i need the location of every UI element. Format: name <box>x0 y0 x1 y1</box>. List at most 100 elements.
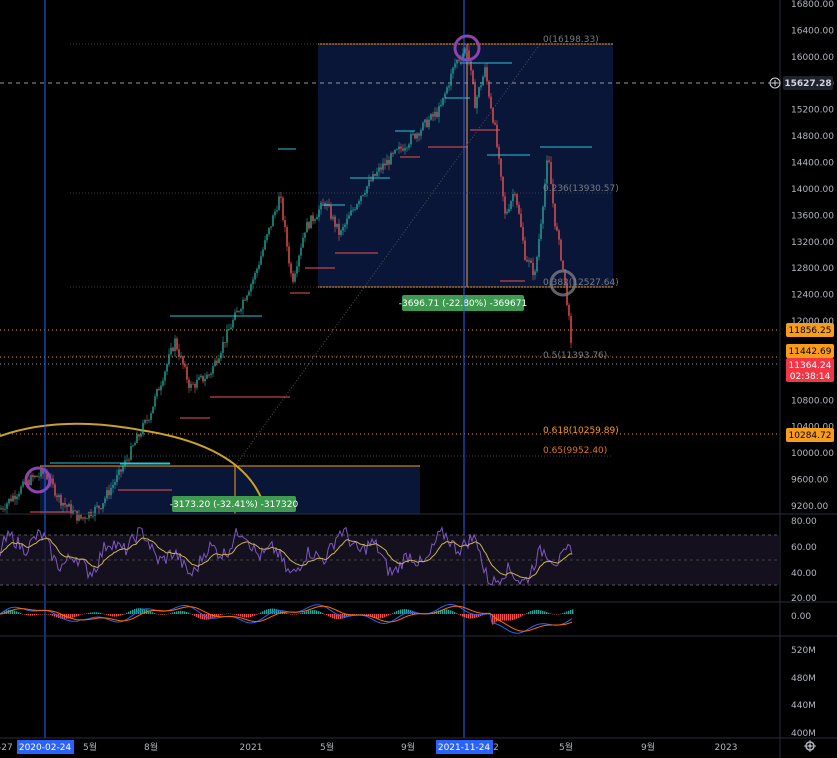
macd-bar <box>92 612 94 614</box>
candle-body <box>350 210 352 216</box>
macd-bar <box>308 610 310 614</box>
candle-body <box>362 195 364 196</box>
candle-body <box>292 273 294 282</box>
candle-body <box>512 194 514 202</box>
candle-body <box>136 434 138 443</box>
candle-body <box>144 419 146 424</box>
macd-bar <box>448 609 450 614</box>
macd-bar <box>144 608 146 614</box>
price-tag-bg-0 <box>783 76 833 90</box>
highlight-circle-bottom[interactable] <box>549 269 577 297</box>
fib-label-0236: 0.236(13930.57) <box>543 184 619 194</box>
candle-body <box>498 146 500 159</box>
candle-body <box>112 484 114 488</box>
candle-body <box>214 360 216 367</box>
macd-bar <box>530 611 532 614</box>
candle-body <box>14 495 16 500</box>
measure-label-top-bg <box>402 295 524 311</box>
macd-bar <box>254 614 256 616</box>
macd-bar <box>208 614 210 620</box>
macd-bar <box>104 614 106 615</box>
macd-bar <box>534 610 536 614</box>
candle-body <box>288 246 290 264</box>
candle-body <box>480 85 482 88</box>
candle-body <box>440 104 442 107</box>
highlight-circle-left[interactable] <box>24 466 52 494</box>
candle-body <box>438 106 440 117</box>
macd-signal-line <box>0 605 573 632</box>
macd-bar <box>340 614 342 620</box>
time-axis[interactable]: -27 2020-02-24 5월 8월 2021 5월 9월 2021-11-… <box>0 740 737 754</box>
candle-body <box>194 383 196 388</box>
candle-body <box>250 284 252 292</box>
macd-bar <box>518 614 520 618</box>
macd-bar <box>442 609 444 614</box>
gear-icon[interactable] <box>804 740 816 752</box>
candle-body <box>304 232 306 238</box>
candle-body <box>412 133 414 135</box>
plus-circle-icon[interactable] <box>769 77 781 89</box>
macd-bar <box>370 614 372 617</box>
candle-body <box>224 342 226 343</box>
macd-bar <box>466 614 468 619</box>
macd-bar <box>272 608 274 614</box>
macd-bar <box>562 613 564 614</box>
candle-body <box>212 366 214 374</box>
macd-bar <box>16 611 18 614</box>
price-tag-2: 11442.69 <box>789 347 832 357</box>
macd-bar <box>480 614 482 617</box>
rsi-pane[interactable] <box>0 525 780 586</box>
macd-bar <box>248 614 250 618</box>
macd-bar <box>280 610 282 614</box>
macd-bar <box>444 609 446 614</box>
macd-bar <box>118 614 120 617</box>
candle-body <box>290 263 292 274</box>
candle-body <box>382 163 384 170</box>
macd-bar <box>134 608 136 614</box>
macd-bar <box>388 614 390 616</box>
candle-body <box>494 122 496 125</box>
macd-bar <box>84 613 86 615</box>
highlight-circle-top[interactable] <box>453 34 481 62</box>
macd-bar <box>90 612 92 614</box>
price-axis[interactable]: 16800.0016400.0016000.0015600.0015200.00… <box>791 0 834 512</box>
macd-bar <box>322 612 324 614</box>
macd-bar <box>62 614 64 619</box>
candle-body <box>254 272 256 280</box>
candle-body <box>316 217 318 220</box>
arc-drawing[interactable] <box>0 422 263 501</box>
macd-bar <box>258 613 260 615</box>
macd-bar <box>244 614 246 618</box>
macd-bar <box>78 614 80 616</box>
macd-bar <box>218 614 220 616</box>
price-tag-crosshair: 15627.28 <box>769 76 833 90</box>
macd-bar <box>352 614 354 616</box>
candle-body <box>70 504 72 514</box>
candle-body <box>314 219 316 221</box>
macd-bar <box>288 613 290 615</box>
measure-box-top[interactable] <box>318 44 613 287</box>
macd-bar <box>378 614 380 619</box>
candle-body <box>12 495 14 502</box>
candle-body <box>78 514 80 521</box>
macd-bar <box>172 612 174 614</box>
macd-bar <box>106 614 108 615</box>
macd-bar <box>110 614 112 617</box>
macd-bar <box>36 614 38 615</box>
candle-body <box>522 227 524 241</box>
macd-bar <box>320 611 322 614</box>
macd-bar <box>540 610 542 614</box>
macd-bar <box>536 609 538 614</box>
candle-body <box>302 237 304 248</box>
price-tick: 14400.00 <box>791 159 834 169</box>
macd-pane[interactable] <box>0 603 574 634</box>
macd-bar <box>520 614 522 617</box>
price-pane[interactable]: 0(16198.33) 0.236(13930.57) 0.382(12527.… <box>0 34 780 524</box>
macd-bar <box>374 614 376 618</box>
candle-body <box>560 239 562 261</box>
candle-body <box>280 196 282 198</box>
candles <box>0 44 572 524</box>
candle-body <box>142 423 144 435</box>
candle-body <box>514 194 516 195</box>
